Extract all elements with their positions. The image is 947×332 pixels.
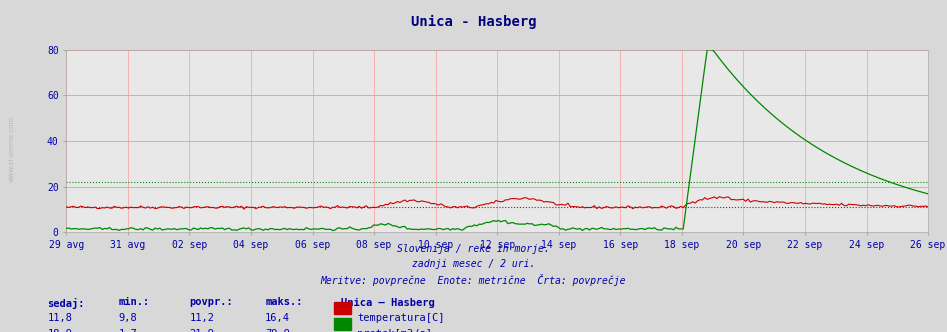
Text: zadnji mesec / 2 uri.: zadnji mesec / 2 uri. <box>412 259 535 269</box>
Bar <box>334 302 351 314</box>
Text: Unica - Hasberg: Unica - Hasberg <box>411 15 536 29</box>
Text: 18,9: 18,9 <box>47 329 72 332</box>
Text: 79,9: 79,9 <box>265 329 290 332</box>
Text: maks.:: maks.: <box>265 297 303 307</box>
Text: 11,8: 11,8 <box>47 313 72 323</box>
Text: 9,8: 9,8 <box>118 313 137 323</box>
Text: temperatura[C]: temperatura[C] <box>357 313 444 323</box>
Text: www.si-vreme.com: www.si-vreme.com <box>9 116 14 183</box>
Text: Unica – Hasberg: Unica – Hasberg <box>341 297 435 307</box>
Text: Meritve: povprečne  Enote: metrične  Črta: povprečje: Meritve: povprečne Enote: metrične Črta:… <box>321 274 626 286</box>
Text: povpr.:: povpr.: <box>189 297 233 307</box>
Text: 16,4: 16,4 <box>265 313 290 323</box>
Text: 11,2: 11,2 <box>189 313 214 323</box>
Text: sedaj:: sedaj: <box>47 297 85 308</box>
Text: Slovenija / reke in morje.: Slovenija / reke in morje. <box>397 244 550 254</box>
Text: pretok[m3/s]: pretok[m3/s] <box>357 329 432 332</box>
Text: 1,7: 1,7 <box>118 329 137 332</box>
Text: min.:: min.: <box>118 297 150 307</box>
Bar <box>334 318 351 330</box>
Text: 21,9: 21,9 <box>189 329 214 332</box>
